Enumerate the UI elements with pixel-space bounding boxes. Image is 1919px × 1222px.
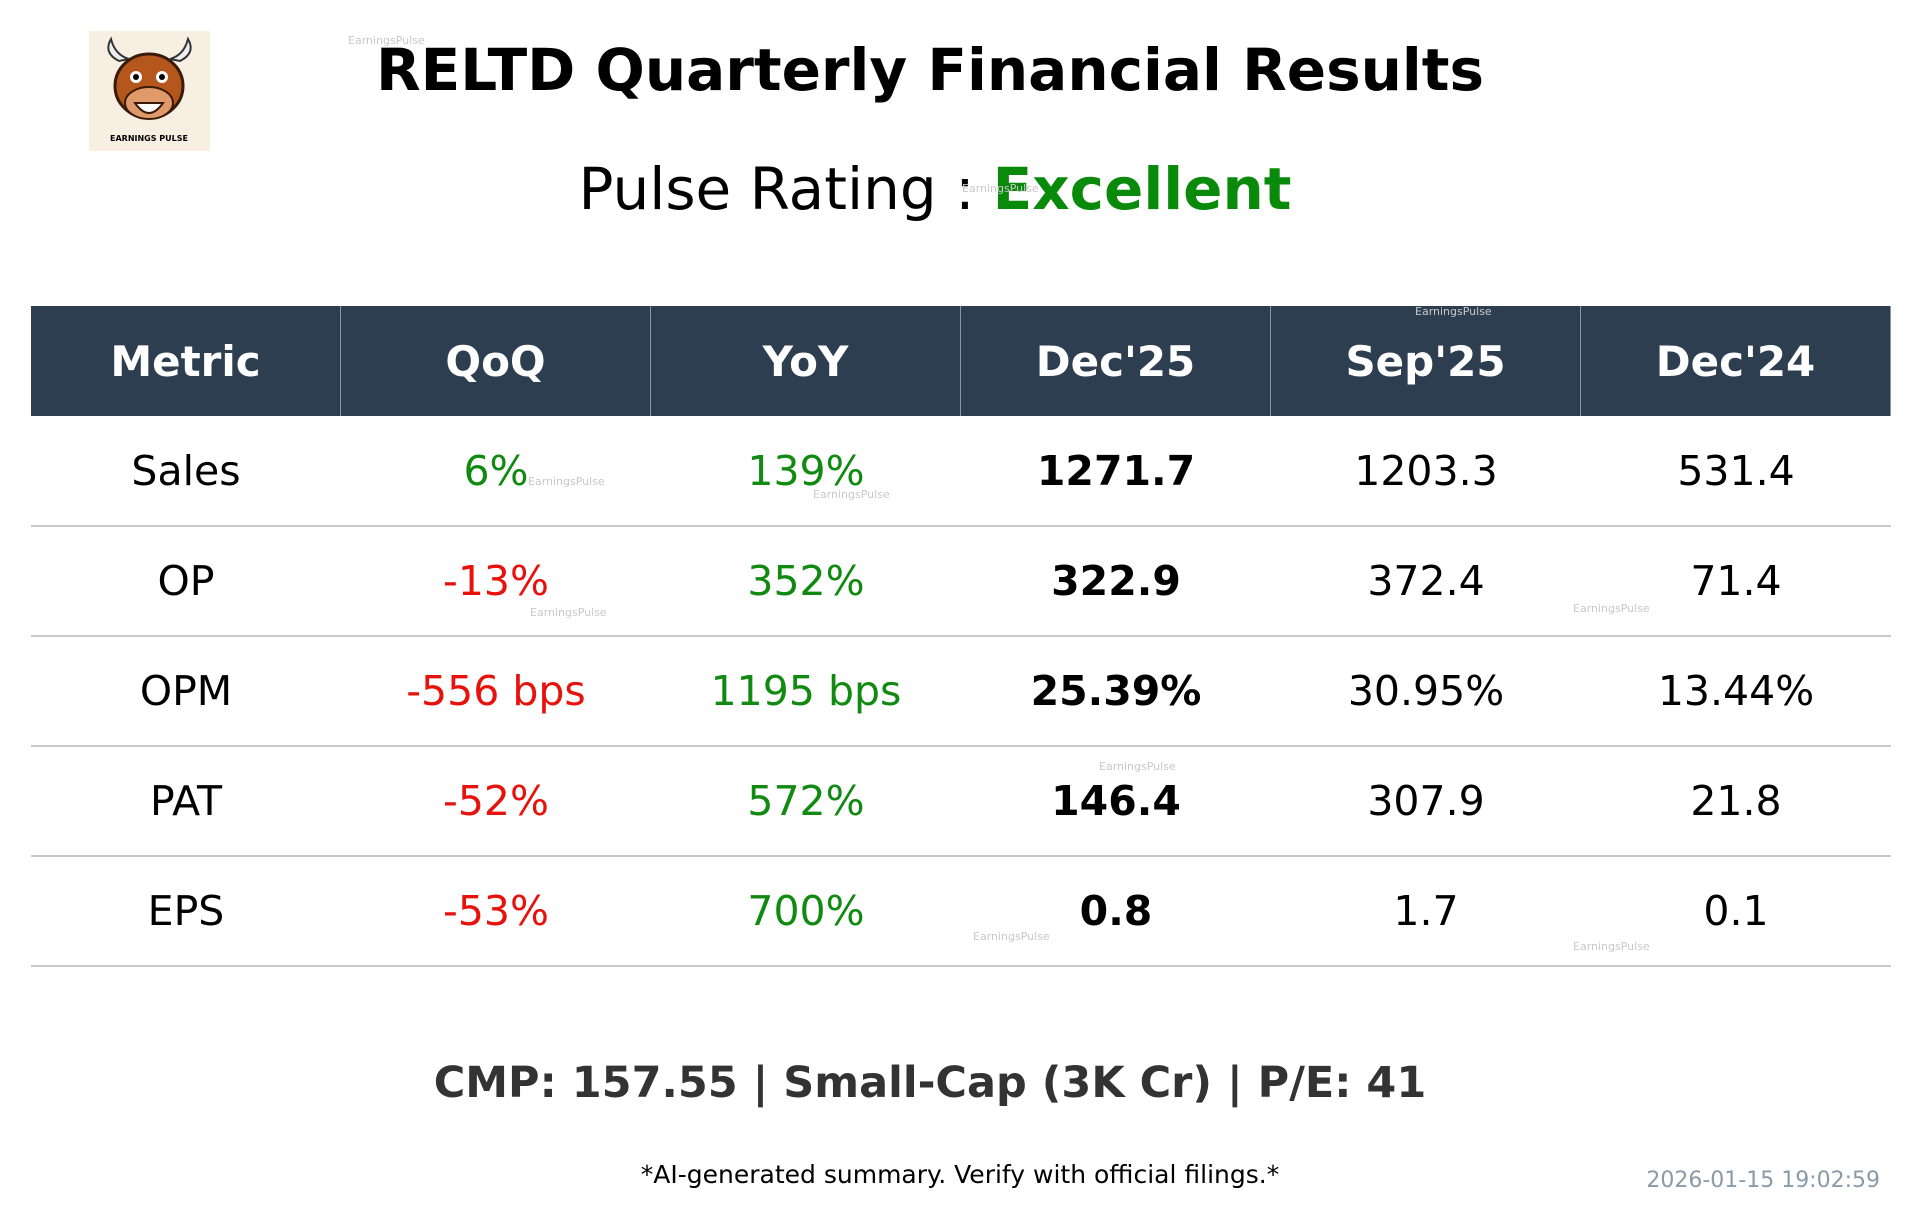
table-cell: 572% bbox=[747, 777, 865, 825]
table-cell: 531.4 bbox=[1677, 447, 1795, 495]
table-cell: -53% bbox=[443, 887, 549, 935]
table-cell: 1.7 bbox=[1393, 887, 1459, 935]
row-divider bbox=[31, 635, 1891, 637]
watermark: EarningsPulse bbox=[348, 34, 425, 47]
table-cell: 1271.7 bbox=[1036, 447, 1196, 495]
watermark: EarningsPulse bbox=[1573, 940, 1650, 953]
table-cell: 30.95% bbox=[1347, 667, 1505, 715]
row-divider bbox=[31, 525, 1891, 527]
header-cell: YoY bbox=[651, 306, 961, 416]
table-cell: 307.9 bbox=[1367, 777, 1485, 825]
summary: CMP: 157.55 | Small-Cap (3K Cr) | P/E: 4… bbox=[433, 1058, 1427, 1108]
table-cell: 372.4 bbox=[1367, 557, 1485, 605]
timestamp: 2026-01-15 19:02:59 bbox=[1646, 1168, 1880, 1193]
row-divider bbox=[31, 745, 1891, 747]
table-cell: Sales bbox=[131, 447, 241, 495]
rating-value: Excellent bbox=[992, 155, 1292, 223]
logo-text: EARNINGS PULSE bbox=[110, 134, 188, 143]
watermark: EarningsPulse bbox=[1573, 602, 1650, 615]
header-cell: Dec'25 bbox=[961, 306, 1271, 416]
table-cell: 700% bbox=[747, 887, 865, 935]
table-cell: 21.8 bbox=[1690, 777, 1782, 825]
table-cell: 25.39% bbox=[1030, 667, 1202, 715]
logo: EARNINGS PULSE bbox=[89, 31, 210, 151]
table-cell: 1195 bps bbox=[710, 667, 902, 715]
table-cell: 13.44% bbox=[1657, 667, 1815, 715]
rating-line: Pulse Rating : Excellent bbox=[0, 155, 1870, 223]
watermark: EarningsPulse bbox=[813, 488, 890, 501]
table-cell: 322.9 bbox=[1051, 557, 1181, 605]
table-cell: -13% bbox=[443, 557, 549, 605]
header-cell: QoQ bbox=[341, 306, 651, 416]
table-cell: 352% bbox=[747, 557, 865, 605]
header-cell: Metric bbox=[31, 306, 341, 416]
watermark: EarningsPulse bbox=[530, 606, 607, 619]
watermark: EarningsPulse bbox=[962, 182, 1039, 195]
table-cell: 146.4 bbox=[1051, 777, 1181, 825]
watermark: EarningsPulse bbox=[1099, 760, 1176, 773]
table-cell: 0.1 bbox=[1703, 887, 1769, 935]
watermark: EarningsPulse bbox=[973, 930, 1050, 943]
table-cell: OP bbox=[157, 557, 215, 605]
table-cell: 6% bbox=[463, 447, 529, 495]
row-divider bbox=[31, 855, 1891, 857]
table-cell: 139% bbox=[747, 447, 865, 495]
table-cell: PAT bbox=[149, 777, 222, 825]
watermark: EarningsPulse bbox=[528, 475, 605, 488]
table-cell: 71.4 bbox=[1690, 557, 1782, 605]
header-cell: Sep'25 bbox=[1271, 306, 1581, 416]
rating-label: Pulse Rating : bbox=[578, 155, 975, 223]
title: RELTD Quarterly Financial Results bbox=[375, 36, 1485, 104]
table-cell: -556 bps bbox=[406, 667, 586, 715]
table-cell: 1203.3 bbox=[1354, 447, 1498, 495]
table-cell: 0.8 bbox=[1079, 887, 1153, 935]
table-cell: EPS bbox=[147, 887, 225, 935]
header-cell: Dec'24 bbox=[1581, 306, 1891, 416]
watermark: EarningsPulse bbox=[1415, 305, 1492, 318]
table-cell: OPM bbox=[139, 667, 233, 715]
disclaimer: *AI-generated summary. Verify with offic… bbox=[640, 1160, 1280, 1189]
row-divider bbox=[31, 965, 1891, 967]
table-cell: -52% bbox=[443, 777, 549, 825]
